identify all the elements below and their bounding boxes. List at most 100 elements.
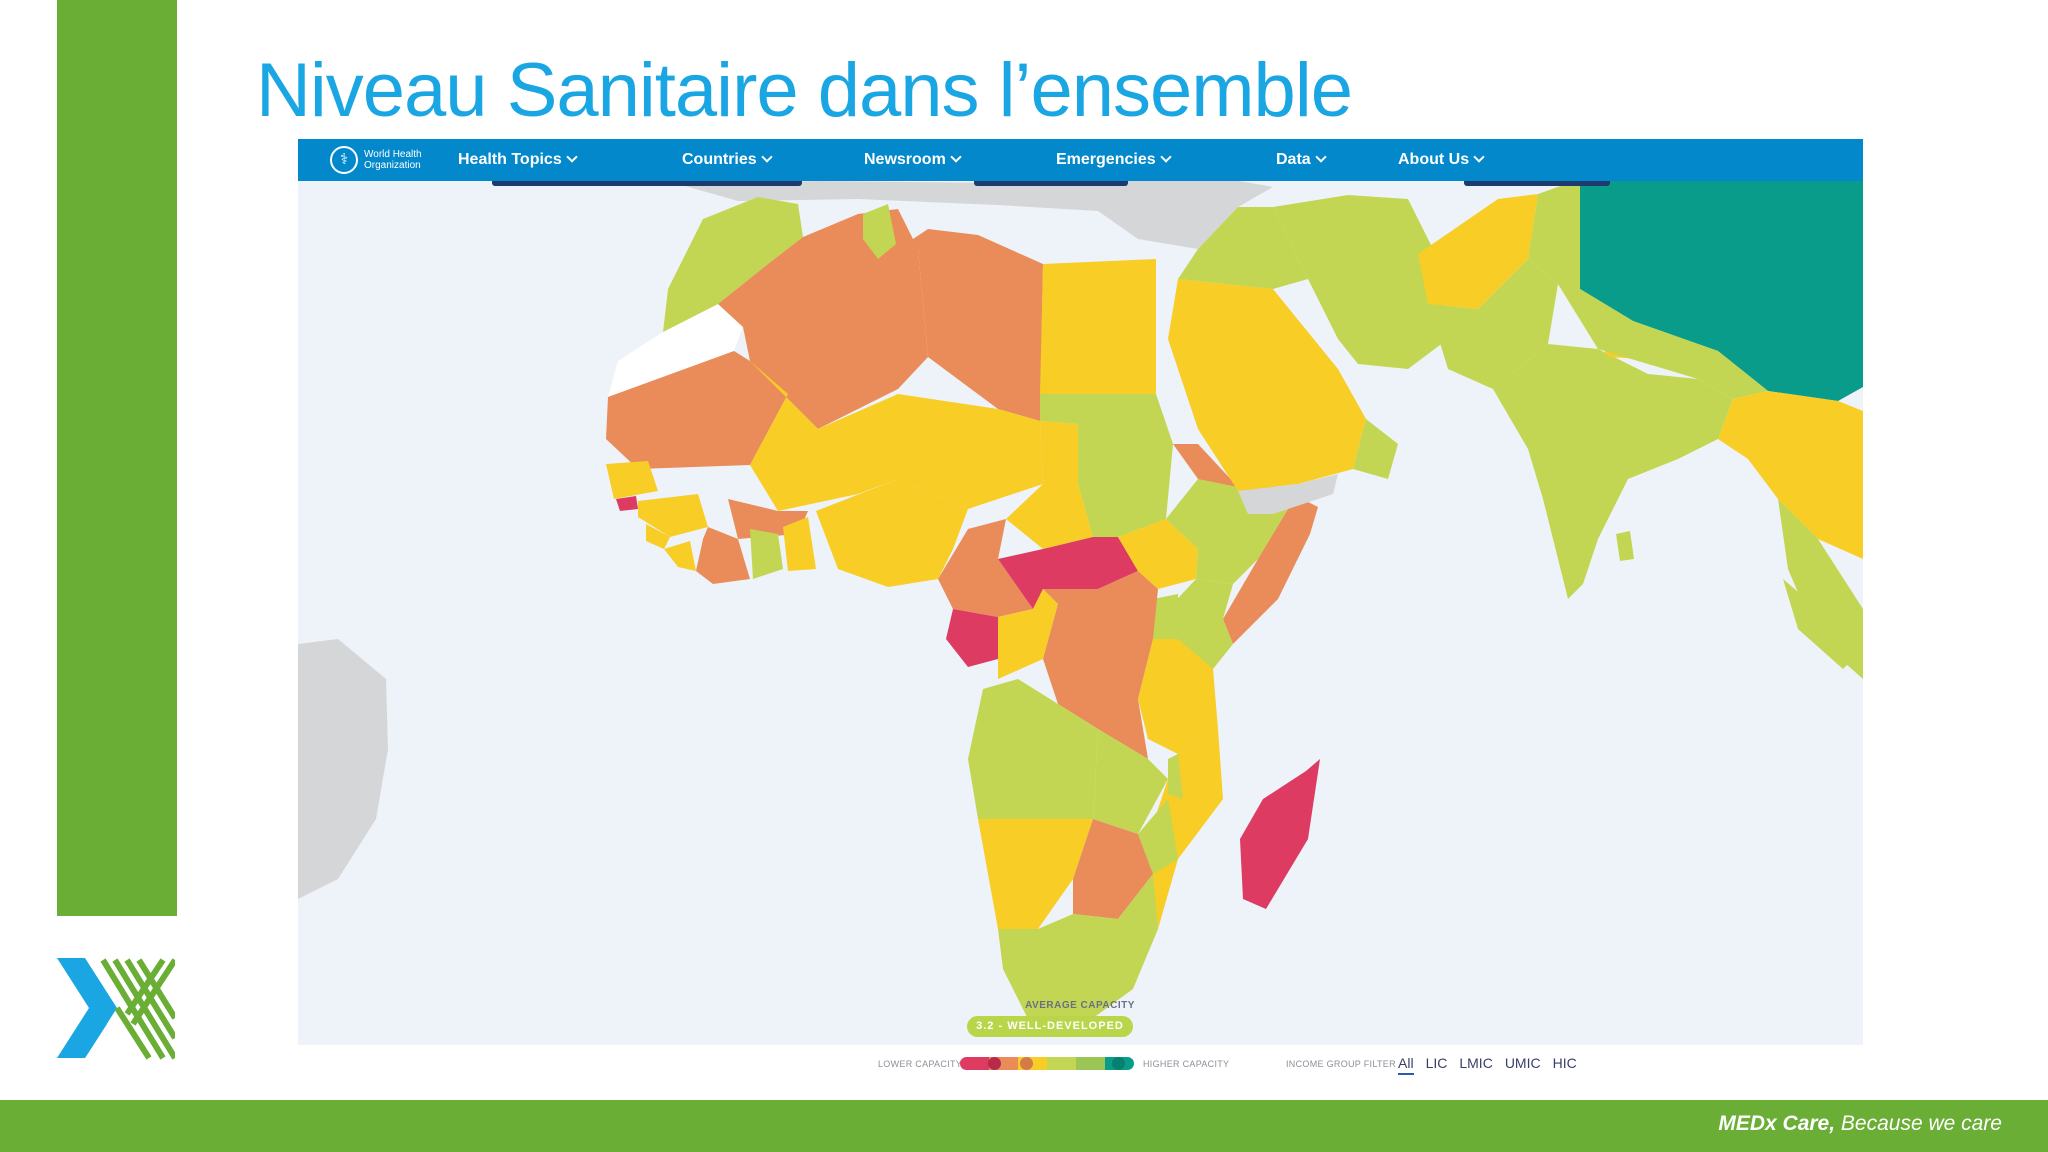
chevron-down-icon [950, 151, 962, 163]
sudan [1040, 394, 1173, 537]
south-sudan [1118, 519, 1198, 589]
capacity-color-scale [960, 1057, 1134, 1070]
iran [1273, 195, 1448, 369]
nav-emergencies[interactable]: Emergencies [1056, 151, 1172, 169]
chad [1006, 421, 1093, 549]
nav-newsroom[interactable]: Newsroom [864, 151, 962, 169]
oman [1353, 419, 1398, 479]
legend-lower-label: LOWER CAPACITY [878, 1059, 963, 1069]
niger [898, 394, 1043, 509]
turkey-levant [1178, 207, 1308, 289]
who-emblem-icon: ⚕ [330, 146, 358, 174]
who-logo[interactable]: ⚕ World Health Organization [330, 145, 436, 175]
mozambique [1148, 729, 1223, 929]
south-america-land [298, 639, 388, 899]
who-navigation-bar: ⚕ World Health Organization Health Topic… [298, 139, 1863, 181]
gabon [946, 609, 998, 667]
footer-tagline: MEDx Care, Because we care [1718, 1112, 2002, 1135]
who-map-screenshot: ⚕ World Health Organization Health Topic… [298, 139, 1863, 1045]
saudi-arabia [1168, 279, 1366, 491]
togo-benin [783, 517, 816, 571]
map-legend: LOWER CAPACITY HIGHER CAPACITY INCOME GR… [0, 1045, 2048, 1085]
scale-marker [1020, 1057, 1033, 1070]
filter-lmic[interactable]: LMIC [1459, 1055, 1493, 1071]
angola [968, 679, 1098, 819]
myanmar-thailand [1718, 391, 1863, 559]
sumatra [1783, 579, 1853, 669]
india [1493, 344, 1733, 599]
malay-peninsula [1778, 499, 1863, 679]
eritrea [1173, 444, 1238, 487]
central-african-republic [998, 537, 1138, 609]
ghana [750, 529, 783, 579]
footer-bar: MEDx Care, Because we care [0, 1100, 2048, 1152]
libya [898, 229, 1043, 421]
nav-about-us[interactable]: About Us [1398, 151, 1485, 169]
western-sahara [608, 304, 743, 397]
nav-dropdown-edge [974, 181, 1128, 186]
chevron-down-icon [761, 151, 773, 163]
capacity-map [298, 139, 1863, 1045]
botswana [1073, 819, 1153, 919]
nav-data[interactable]: Data [1276, 151, 1327, 169]
guinea [638, 494, 708, 537]
somalia [1223, 479, 1318, 644]
mali [750, 361, 898, 511]
malawi [1168, 754, 1183, 799]
algeria [718, 209, 928, 429]
tanzania [1138, 639, 1218, 754]
nigeria [816, 479, 968, 587]
egypt [1040, 259, 1156, 394]
himalaya-north [1528, 179, 1768, 399]
pakistan [1428, 259, 1558, 389]
filter-hic[interactable]: HIC [1552, 1055, 1577, 1071]
senegal [606, 461, 658, 499]
scale-marker [1112, 1057, 1125, 1070]
medx-logo-icon [57, 958, 175, 1060]
dr-congo [1043, 571, 1158, 759]
nav-health-topics[interactable]: Health Topics [458, 151, 578, 169]
guinea-bissau [616, 496, 638, 511]
scale-marker [988, 1057, 1001, 1070]
income-filter-label: INCOME GROUP FILTER [1286, 1059, 1396, 1069]
europe-land [678, 179, 1273, 249]
afghanistan [1418, 194, 1538, 309]
mauritania [606, 351, 788, 469]
slide-title: Niveau Sanitaire dans l’ensemble [256, 48, 1353, 133]
scale-step [1076, 1057, 1105, 1070]
scale-step [960, 1057, 989, 1070]
nav-dropdown-edge [492, 181, 802, 186]
russia-region [1578, 181, 1863, 401]
madagascar [1240, 759, 1320, 909]
nav-dropdown-edge [1464, 181, 1610, 186]
liberia [664, 541, 696, 571]
income-filter-options: All LIC LMIC UMIC HIC [1398, 1055, 1577, 1075]
chevron-down-icon [566, 151, 578, 163]
namibia [978, 819, 1093, 929]
chevron-down-icon [1159, 151, 1172, 163]
zambia [1093, 729, 1168, 834]
scale-step [1047, 1057, 1076, 1070]
sri-lanka [1616, 531, 1634, 561]
who-logo-text: World Health Organization [364, 149, 422, 171]
left-accent-bar [57, 0, 177, 916]
cote-divoire [696, 527, 750, 584]
uganda [1153, 594, 1178, 639]
congo [998, 589, 1058, 679]
legend-higher-label: HIGHER CAPACITY [1143, 1059, 1230, 1069]
filter-lic[interactable]: LIC [1425, 1055, 1448, 1071]
zimbabwe [1138, 799, 1178, 874]
yemen [1238, 474, 1338, 514]
filter-all[interactable]: All [1398, 1055, 1414, 1075]
tunisia [863, 204, 896, 259]
chevron-down-icon [1473, 151, 1485, 163]
average-capacity-caption: AVERAGE CAPACITY [1025, 1000, 1135, 1011]
capacity-value-badge: 3.2 - WELL-DEVELOPED [967, 1016, 1133, 1037]
morocco [663, 197, 803, 332]
sierra-leone [646, 524, 670, 549]
cameroon [938, 519, 1033, 617]
chevron-down-icon [1315, 151, 1327, 163]
filter-umic[interactable]: UMIC [1504, 1055, 1541, 1071]
south-africa [998, 874, 1158, 1029]
nav-countries[interactable]: Countries [682, 151, 773, 169]
